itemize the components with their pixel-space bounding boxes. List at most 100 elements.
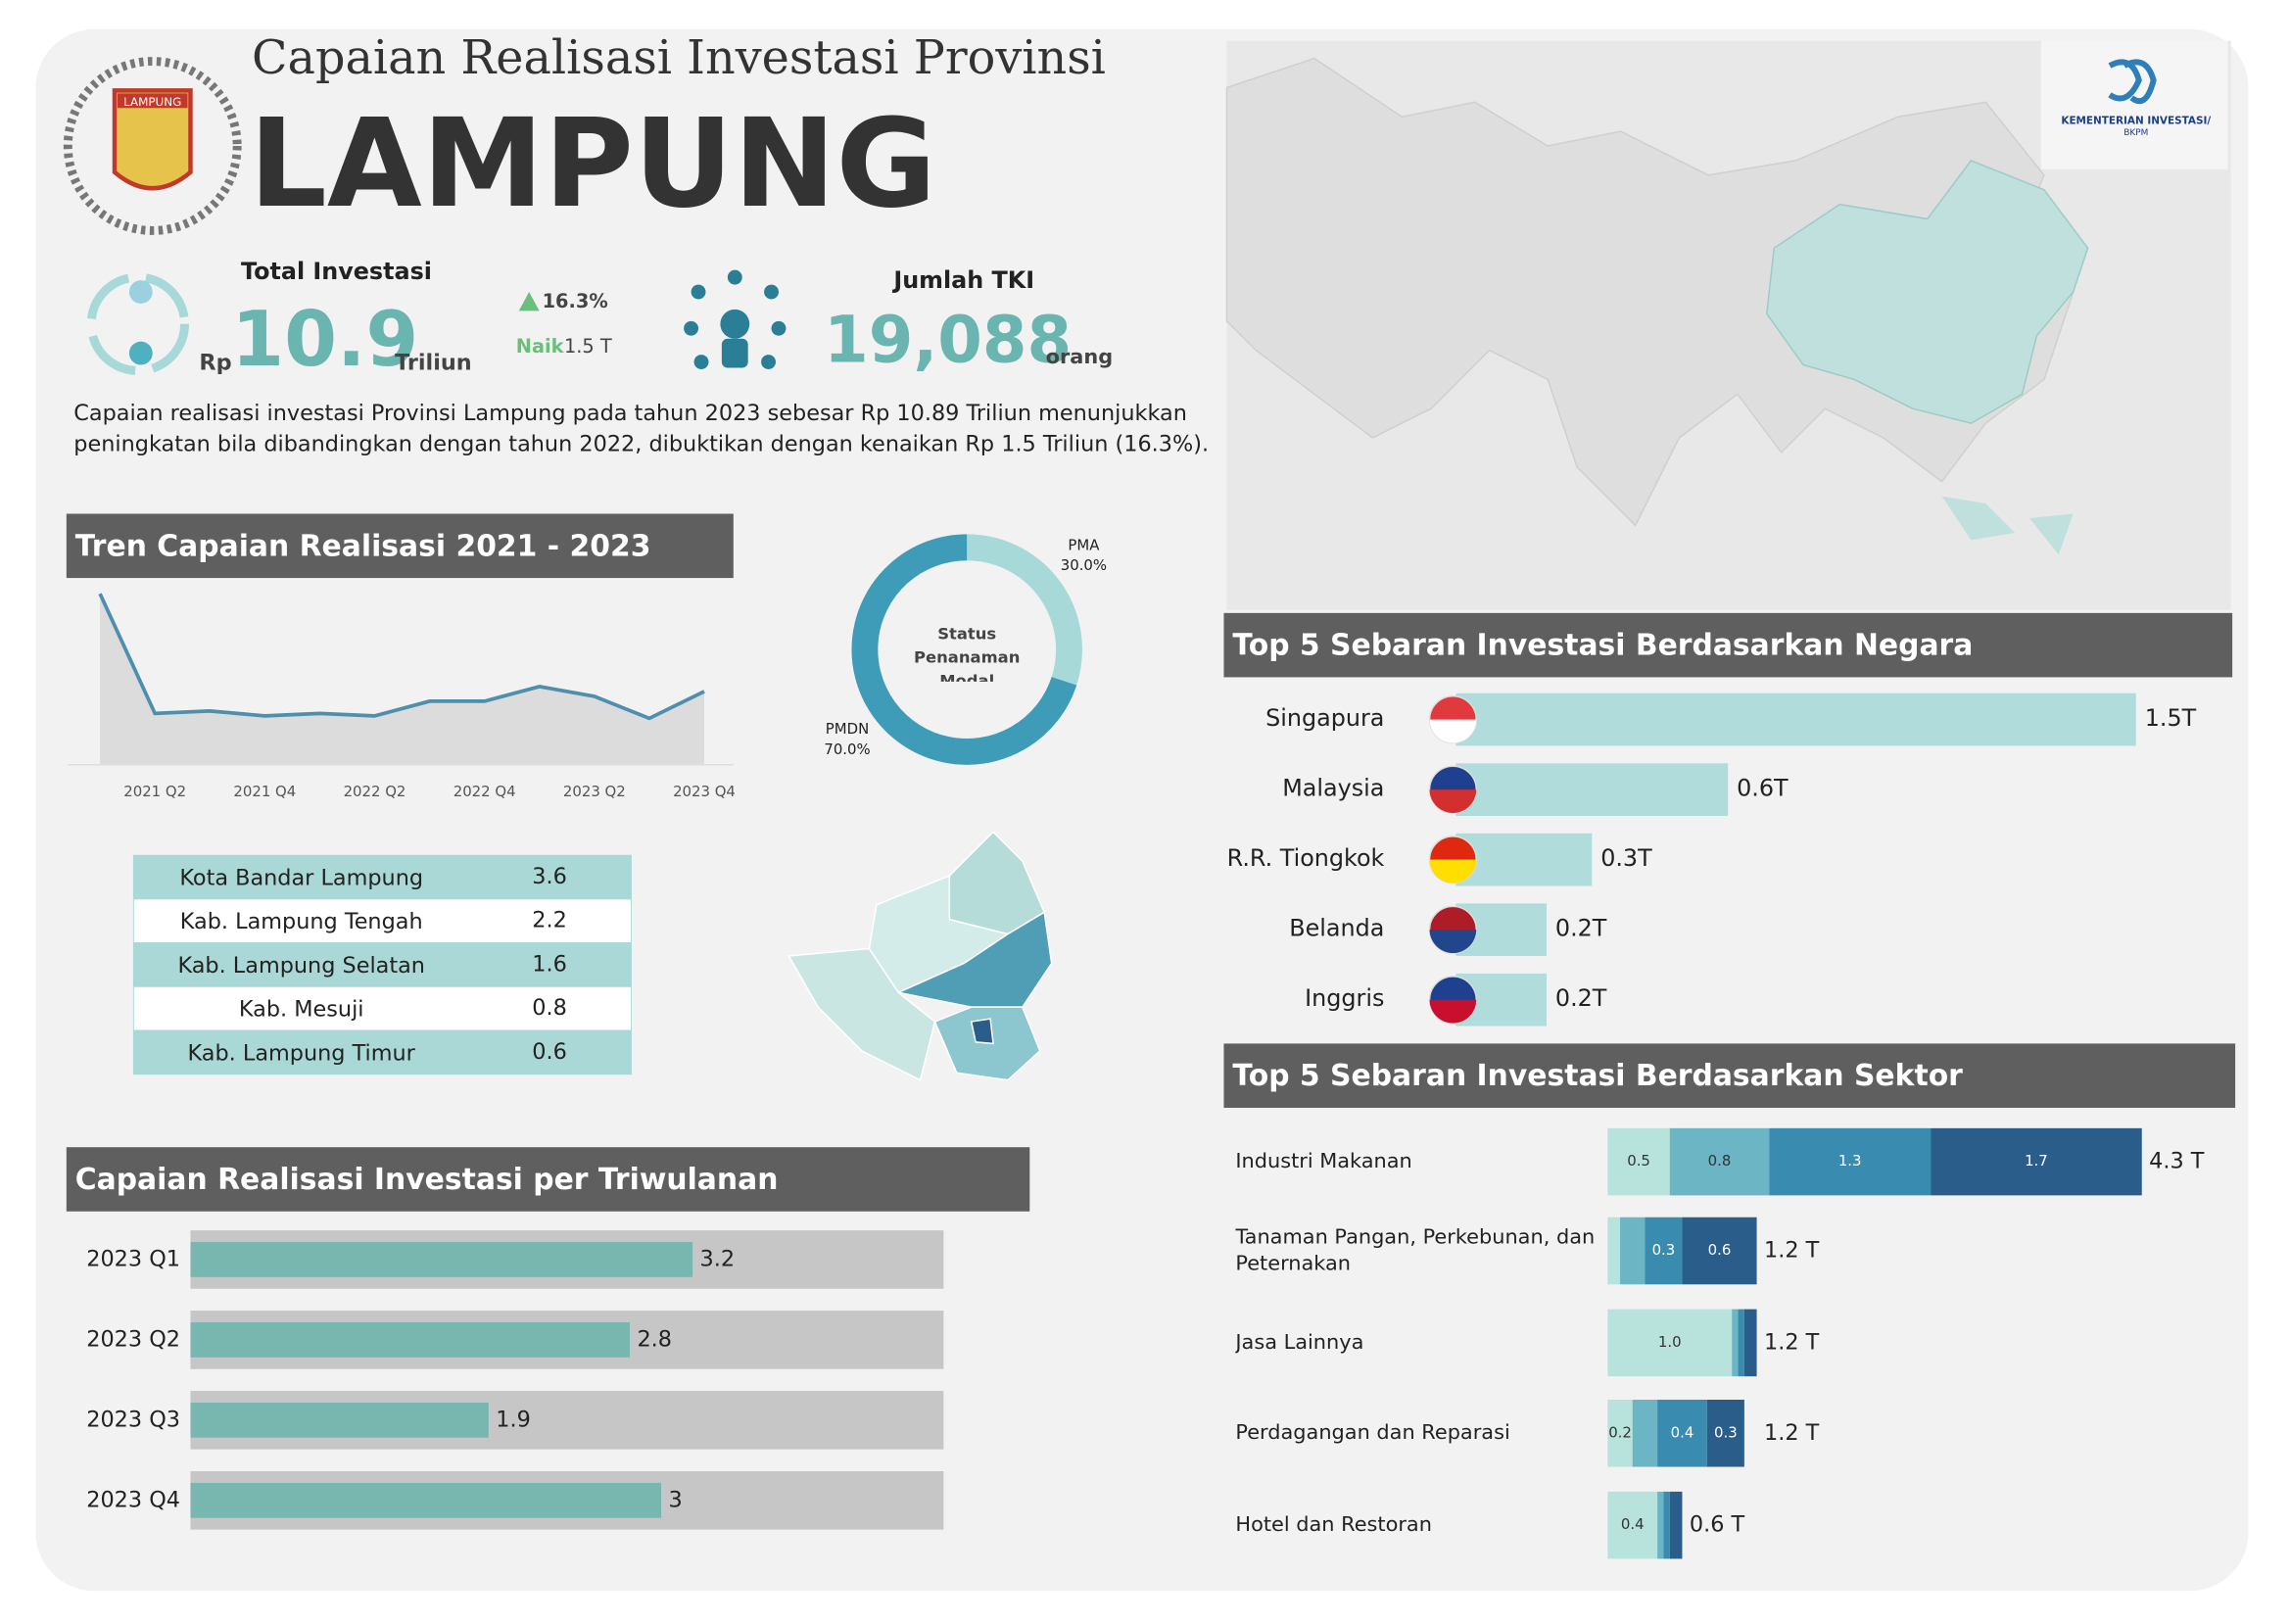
bar bbox=[1455, 693, 2136, 746]
currency: Rp bbox=[199, 351, 231, 376]
value-label: 0.2T bbox=[1555, 984, 1607, 1012]
section-title: Top 5 Sebaran Investasi Berdasarkan Nega… bbox=[1232, 629, 1973, 663]
bar-segment bbox=[1669, 1127, 1770, 1196]
section-title: Top 5 Sebaran Investasi Berdasarkan Sekt… bbox=[1232, 1059, 1963, 1093]
emblem: LAMPUNG bbox=[63, 57, 242, 235]
bar-segment bbox=[1607, 1127, 1670, 1196]
segment-label: 0.5 bbox=[1627, 1152, 1650, 1170]
region-value: 0.8 bbox=[532, 995, 567, 1021]
table-row bbox=[132, 898, 632, 944]
bar-segment bbox=[1632, 1399, 1658, 1467]
total-label: 0.6 T bbox=[1690, 1512, 1745, 1538]
segment-label: 0.4 bbox=[1621, 1515, 1645, 1533]
bar-segment bbox=[1645, 1217, 1683, 1285]
segment-label: 0.4 bbox=[1671, 1423, 1694, 1441]
segment-label: 0.3 bbox=[1652, 1241, 1676, 1259]
y-tick-label: 2023 Q3 bbox=[86, 1407, 180, 1432]
section-header bbox=[66, 1147, 1030, 1212]
bar-segment bbox=[1607, 1399, 1633, 1467]
y-tick-label-box: Tanaman Pangan, Perkebunan, dan Peternak… bbox=[1235, 1225, 1596, 1276]
emblem-text: LAMPUNG bbox=[123, 95, 181, 109]
donut-title-box: Status Penanaman Modal bbox=[914, 624, 1021, 682]
y-tick-label: Belanda bbox=[1289, 915, 1384, 942]
trend-area bbox=[100, 594, 704, 765]
segment-label: 0.8 bbox=[1708, 1152, 1732, 1170]
donut-label: PMA bbox=[1068, 536, 1100, 553]
change: 1.5 T bbox=[564, 335, 612, 358]
growth-arrow bbox=[518, 292, 540, 311]
value-label: 0.2T bbox=[1555, 915, 1607, 942]
bar-segment bbox=[1607, 1491, 1658, 1559]
region-value: 3.6 bbox=[532, 864, 567, 889]
value-label: 3 bbox=[668, 1487, 682, 1512]
region-value: 2.2 bbox=[532, 908, 567, 933]
description-box: Capaian realisasi investasi Provinsi Lam… bbox=[73, 400, 1209, 456]
donut-title: Status Penanaman Modal bbox=[914, 624, 1021, 682]
bar bbox=[1455, 833, 1593, 886]
bar bbox=[190, 1322, 630, 1358]
y-tick-label: Industri Makanan bbox=[1235, 1150, 1412, 1174]
value-label: 0.3T bbox=[1600, 844, 1652, 872]
region-name: Kota Bandar Lampung bbox=[179, 866, 423, 891]
section-title: Capaian Realisasi Investasi per Triwulan… bbox=[75, 1163, 779, 1197]
bar-segment bbox=[1607, 1217, 1621, 1285]
y-tick-label: 2023 Q4 bbox=[86, 1487, 180, 1512]
bar-segment bbox=[1607, 1309, 1733, 1377]
change-label: Naik bbox=[516, 335, 565, 358]
workers-value: 19,088 bbox=[824, 304, 1072, 378]
section-title: Tren Capaian Realisasi 2021 - 2023 bbox=[75, 529, 651, 563]
flag-detail bbox=[1429, 930, 1477, 954]
y-tick-label: 2023 Q1 bbox=[86, 1246, 180, 1271]
section-header bbox=[66, 513, 734, 579]
bar-segment bbox=[1663, 1491, 1670, 1559]
donut-value: 30.0% bbox=[1061, 556, 1107, 574]
segment-label: 0.6 bbox=[1708, 1241, 1732, 1259]
region-name: Kab. Mesuji bbox=[239, 997, 364, 1023]
bar-segment bbox=[1657, 1399, 1707, 1467]
y-tick-label: Tanaman Pangan, Perkebunan, dan Peternak… bbox=[1235, 1225, 1596, 1276]
segment-label: 1.0 bbox=[1658, 1333, 1682, 1351]
table-row bbox=[132, 985, 632, 1031]
y-tick-label: R.R. Tiongkok bbox=[1227, 844, 1385, 872]
segment-label: 1.7 bbox=[2025, 1152, 2048, 1170]
table-row bbox=[132, 854, 632, 900]
donut-label: PMDN bbox=[826, 720, 869, 738]
subtitle: Capaian Realisasi Investasi Provinsi bbox=[252, 31, 1106, 85]
world-map: KEMENTERIAN INVESTASI/ BKPM bbox=[1225, 40, 2231, 610]
region-value: 1.6 bbox=[532, 951, 567, 977]
x-tick-label: 2022 Q2 bbox=[344, 783, 406, 800]
y-tick-label: 2023 Q2 bbox=[86, 1326, 180, 1352]
table-row bbox=[132, 942, 632, 987]
region-value: 0.6 bbox=[532, 1039, 567, 1065]
title: LAMPUNG bbox=[249, 92, 936, 235]
flag-detail bbox=[1429, 789, 1477, 813]
workers-unit: orang bbox=[1046, 345, 1113, 368]
bar bbox=[190, 1402, 489, 1438]
agency-name: BKPM bbox=[2123, 128, 2148, 138]
y-tick-label: Singapura bbox=[1265, 704, 1384, 732]
unit: Triliun bbox=[395, 351, 472, 376]
y-tick-label: Perdagangan dan Reparasi bbox=[1235, 1421, 1510, 1446]
section-header bbox=[1223, 1043, 2236, 1108]
section-header bbox=[1223, 612, 2233, 678]
total-label: 4.3 T bbox=[2149, 1149, 2205, 1174]
donut-slice bbox=[851, 534, 1077, 765]
x-tick-label: 2021 Q2 bbox=[123, 783, 186, 800]
bar-segment bbox=[1706, 1399, 1744, 1467]
trend-line bbox=[98, 593, 705, 721]
region-name: Kab. Lampung Tengah bbox=[180, 909, 423, 934]
total-label: 1.2 T bbox=[1764, 1238, 1820, 1264]
bar-segment bbox=[1769, 1127, 1932, 1196]
flag-detail bbox=[1429, 719, 1477, 743]
value-label: 3.2 bbox=[700, 1246, 736, 1271]
segment-label: 1.3 bbox=[1838, 1152, 1862, 1170]
y-tick-label-box: Hotel dan Restoran bbox=[1235, 1513, 1432, 1537]
region-name: Kab. Lampung Selatan bbox=[177, 953, 424, 979]
region-name: Kab. Lampung Timur bbox=[188, 1040, 416, 1066]
bar-segment bbox=[1743, 1309, 1757, 1377]
y-tick-label-box: Industri Makanan bbox=[1235, 1150, 1412, 1174]
bar-segment bbox=[1931, 1127, 2142, 1196]
total-label: Total Investasi bbox=[241, 258, 432, 285]
